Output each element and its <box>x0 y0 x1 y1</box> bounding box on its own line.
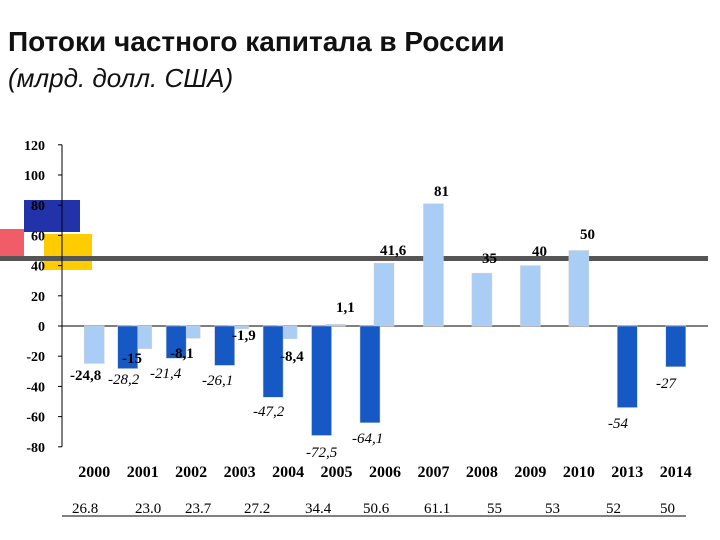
data-label-light: 81 <box>434 184 449 200</box>
data-label-light: 40 <box>532 244 547 260</box>
x-category-label: 2006 <box>369 464 401 481</box>
bar-light <box>373 262 395 327</box>
decor-blue-square <box>24 200 80 232</box>
bottom-row-value: 50 <box>660 501 675 517</box>
x-category-label: 2005 <box>321 464 353 481</box>
x-category-label: 2014 <box>660 464 692 481</box>
bottom-row-value: 27.2 <box>244 501 270 517</box>
x-category-label: 2008 <box>466 464 498 481</box>
bar-dark <box>359 325 381 424</box>
bottom-row-value: 34.4 <box>305 501 332 517</box>
data-label-dark: -47,2 <box>253 404 285 420</box>
y-tick-label: 120 <box>24 139 45 154</box>
bar-dark <box>665 325 687 368</box>
x-category-label: 2003 <box>224 464 256 481</box>
x-category-label: 2009 <box>514 464 546 481</box>
y-tick-label: -40 <box>26 380 45 395</box>
x-category-label: 2000 <box>78 464 110 481</box>
y-tick-label: 100 <box>24 169 45 184</box>
data-label-dark: -21,4 <box>150 366 182 382</box>
y-tick-label: 0 <box>38 320 45 335</box>
data-label-dark: -64,1 <box>352 431 383 447</box>
chart-title: Потоки частного капитала в России <box>8 26 505 57</box>
data-label-dark: -26,1 <box>202 373 233 389</box>
x-category-label: 2001 <box>127 464 159 481</box>
bottom-row-value: 50.6 <box>363 501 390 517</box>
x-category-label: 2010 <box>563 464 595 481</box>
bar-dark <box>311 325 332 436</box>
data-label-light: 1,1 <box>336 300 355 316</box>
data-label-light: -15 <box>122 351 142 367</box>
data-label-light: 50 <box>580 227 595 243</box>
bottom-row-value: 23.7 <box>185 501 212 517</box>
bottom-row-value: 26.8 <box>72 501 98 517</box>
bar-dark <box>214 325 235 366</box>
x-category-label: 2007 <box>417 464 449 481</box>
bottom-row-value: 52 <box>606 501 621 517</box>
y-tick-label: -80 <box>26 441 45 456</box>
bottom-row-value: 53 <box>545 501 560 517</box>
bottom-row-value: 55 <box>487 501 502 517</box>
data-label-light: 35 <box>482 251 497 267</box>
x-category-label: 2002 <box>175 464 207 481</box>
data-label-dark: -28,2 <box>108 372 140 388</box>
bar-light <box>423 203 444 327</box>
decor-yellow-square <box>44 234 92 270</box>
y-tick-label: -60 <box>26 411 45 426</box>
bar-dark <box>262 325 284 398</box>
bar-light <box>568 250 590 327</box>
bar-dark <box>117 325 138 369</box>
data-label-light: -24,8 <box>70 368 101 384</box>
data-label-dark: -72,5 <box>306 445 338 461</box>
data-label-light: -1,9 <box>232 328 256 344</box>
bottom-row-value: 23.0 <box>135 501 161 517</box>
bar-dark <box>617 325 638 408</box>
y-tick-label: 20 <box>31 290 45 305</box>
bottom-row-value: 61.1 <box>424 501 450 517</box>
y-tick-label: -20 <box>26 350 45 365</box>
bar-light <box>325 324 346 327</box>
chart-subtitle: (млрд. долл. США) <box>8 63 234 93</box>
x-category-label: 2013 <box>611 464 643 481</box>
data-label-light: -8,1 <box>170 346 194 362</box>
bar-light <box>520 265 541 327</box>
bar-light <box>471 272 493 327</box>
data-label-light: -8,4 <box>280 349 304 365</box>
data-label-light: 41,6 <box>380 243 407 259</box>
data-label-dark: -54 <box>608 416 628 432</box>
x-category-label: 2004 <box>272 464 304 481</box>
data-label-dark: -27 <box>656 376 677 392</box>
bar-light <box>83 325 105 364</box>
y-tick-label: 40 <box>31 260 45 275</box>
y-tick-label: 80 <box>31 199 45 214</box>
decor-red-square <box>0 229 24 261</box>
bar-dark <box>165 325 187 359</box>
y-tick-label: 60 <box>31 229 45 244</box>
decor-band <box>0 256 708 261</box>
